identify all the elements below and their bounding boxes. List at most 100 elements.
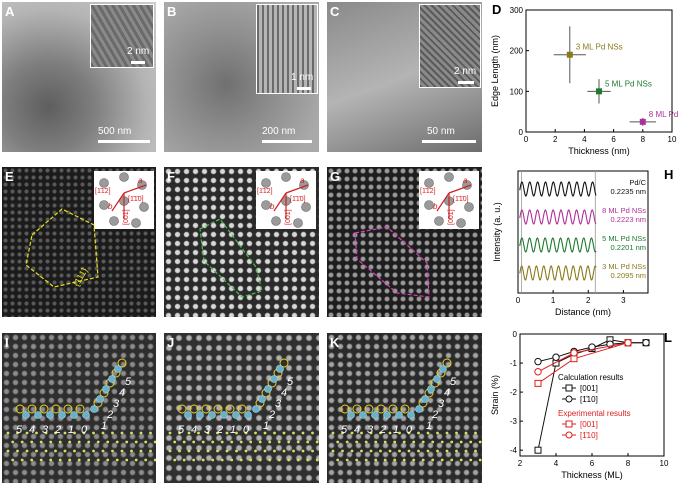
row-number-left: 1 — [68, 424, 74, 436]
panel-g-outline — [354, 226, 430, 298]
atom-sphere — [293, 218, 303, 228]
row-number-left: 1 — [393, 424, 399, 436]
lattice-dot — [211, 458, 215, 462]
label-dir-112: [1̄1̄2] — [420, 188, 436, 195]
axis-arrow-b — [111, 192, 125, 212]
row-number-left: 2 — [379, 424, 386, 436]
lattice-dot — [282, 431, 286, 435]
row-number-right: 2 — [268, 409, 275, 421]
lattice-dot — [431, 440, 435, 444]
lattice-dot — [11, 458, 15, 462]
lattice-dot — [125, 440, 129, 444]
lattice-dot — [216, 431, 219, 435]
lattice-dot — [249, 440, 253, 444]
lattice-dot — [206, 431, 210, 435]
panel-l-xlabel: Thickness (ML) — [561, 470, 623, 480]
panel-l-xtick-label: 10 — [660, 459, 669, 468]
yellow-atom-ring — [75, 404, 85, 414]
lattice-dot — [360, 449, 363, 453]
panel-l-legend-label: [1̄10] — [580, 395, 598, 404]
lattice-dot — [431, 458, 435, 462]
atom-sphere — [99, 200, 109, 210]
lattice-dot — [336, 440, 340, 444]
lattice-dot — [125, 458, 129, 462]
row-number-right: 1 — [101, 420, 107, 432]
lattice-dot — [30, 440, 34, 444]
panel-c-tem-image: C 2 nm 50 nm — [327, 2, 482, 152]
panel-b-scalebar-label: 200 nm — [262, 126, 296, 137]
panel-k-label: K — [330, 335, 340, 350]
lattice-dot — [296, 440, 300, 444]
panel-e-facet-label: {111} — [71, 266, 90, 288]
lattice-dot — [54, 431, 57, 435]
panel-d-point-label: 3 ML Pd NSs — [576, 43, 623, 52]
panel-j-label: J — [167, 335, 175, 350]
panel-d-point — [596, 88, 602, 95]
panel-c-inset-scalebar-label: 2 nm — [454, 66, 477, 77]
cyan-atom — [114, 365, 122, 373]
yellow-atom-ring — [201, 404, 211, 414]
panel-d-xlabel: Thickness (nm) — [568, 146, 630, 156]
panel-c-scalebar — [422, 140, 476, 143]
lattice-dot — [49, 458, 53, 462]
row-number-left: 4 — [191, 424, 197, 436]
row-number-left: 5 — [178, 424, 185, 436]
lattice-dot — [459, 440, 463, 444]
lattice-dot — [111, 449, 114, 453]
lattice-dot — [153, 458, 156, 462]
panel-l-ylabel: Strain (%) — [490, 375, 500, 415]
panel-d-xtick-label: 8 — [641, 135, 646, 144]
panel-h-xtick-label: 3 — [621, 296, 626, 305]
yellow-atom-ring — [51, 404, 61, 414]
lattice-dot — [383, 458, 387, 462]
cyan-atom — [415, 405, 423, 413]
panel-l-point — [534, 357, 542, 366]
row-number-left: 2 — [216, 424, 223, 436]
lattice-dot — [115, 458, 119, 462]
row-number-right: 2 — [106, 409, 113, 421]
lattice-dot — [258, 440, 262, 444]
label-a: a — [138, 176, 143, 185]
lattice-dot — [92, 449, 95, 453]
panel-d-point — [566, 51, 573, 58]
lattice-dot — [469, 440, 473, 444]
row-number-left: 4 — [29, 424, 35, 436]
lattice-dot — [464, 449, 468, 453]
atom-sphere — [464, 202, 474, 212]
lattice-dot — [336, 458, 340, 462]
lattice-dot — [230, 458, 234, 462]
lattice-dot — [153, 440, 156, 444]
lattice-dot — [211, 440, 215, 444]
lattice-dot — [417, 449, 420, 453]
lattice-dot — [39, 458, 43, 462]
lattice-dot — [201, 458, 205, 462]
lattice-dot — [341, 449, 344, 453]
panel-l-legend-marker — [565, 420, 573, 428]
panel-h-series-spacing: 0.2095 nm — [611, 271, 646, 280]
lattice-dot — [63, 431, 67, 435]
atom-sphere — [119, 172, 129, 182]
lattice-dot — [450, 458, 454, 462]
cyan-atom — [70, 411, 78, 419]
panel-h-series-name: 3 ML Pd NSs — [602, 262, 646, 271]
panel-f-hrtem-image: F a b [1̄1̄2] [1̄1̄0] [001] — [164, 167, 319, 317]
cyan-atom — [359, 411, 367, 419]
lattice-dot — [197, 431, 200, 435]
lattice-dot — [478, 458, 482, 462]
lattice-dot — [398, 449, 401, 453]
lattice-dot — [445, 449, 449, 453]
panel-d-xtick-label: 0 — [524, 135, 529, 144]
lattice-dot — [287, 458, 291, 462]
lattice-dot — [301, 431, 305, 435]
yellow-atom-ring — [237, 404, 247, 414]
panel-h-series-line — [519, 181, 597, 197]
lattice-dot — [277, 458, 281, 462]
lattice-dot — [35, 431, 38, 435]
atom-sphere — [109, 216, 119, 226]
panel-l-xtick-label: 8 — [626, 459, 631, 468]
lattice-dot — [459, 458, 463, 462]
panel-d-point-label: 5 ML Pd NSs — [605, 79, 652, 88]
